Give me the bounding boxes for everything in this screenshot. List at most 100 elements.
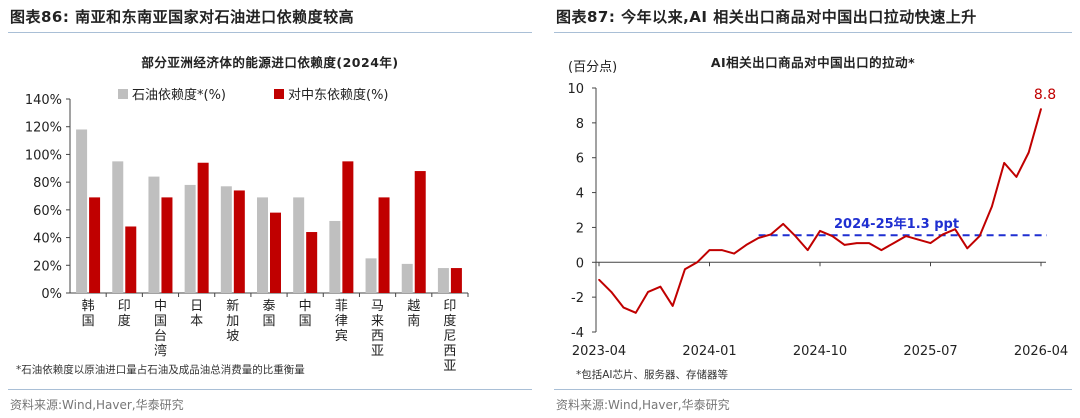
y-tick-label: -2 xyxy=(571,291,584,306)
y-tick-label: 100% xyxy=(25,148,62,163)
oil-dependence-bar xyxy=(76,129,88,293)
data-point xyxy=(941,233,944,236)
x-category-label-char: 湾 xyxy=(154,343,167,359)
data-point xyxy=(966,247,969,250)
y-tick-label: 10 xyxy=(567,82,584,97)
line-chart: (百分点) -4 -2 0 2 4 6 8 10 2023-04 2024-01 2024-10 202… xyxy=(567,60,1068,359)
data-point xyxy=(991,205,993,208)
middle-east-dependence-bar xyxy=(233,190,245,293)
source-note: 资料来源:Wind,Haver,华泰研究 xyxy=(10,398,184,412)
x-category-label-char: 亚 xyxy=(371,344,384,359)
x-category-label-char: 加 xyxy=(226,314,239,329)
x-category-label-char: 国 xyxy=(154,314,167,329)
x-category-label-char: 本 xyxy=(190,314,203,329)
x-category-label-char: 中 xyxy=(299,299,312,314)
data-point xyxy=(635,312,637,314)
data-point xyxy=(806,249,809,251)
middle-east-dependence-bar xyxy=(414,171,426,293)
oil-dependence-bar xyxy=(220,186,232,293)
data-point xyxy=(843,244,846,246)
data-point xyxy=(917,238,920,241)
x-category-label-char: 马 xyxy=(371,299,384,314)
data-point xyxy=(1015,176,1018,178)
ai-export-contribution-line xyxy=(598,108,1042,314)
data-point xyxy=(856,242,858,244)
middle-east-dependence-bar xyxy=(306,232,318,293)
legend-swatch xyxy=(118,89,128,99)
right-figure-panel: 图表87: 今年以来,AI 相关出口商品对中国出口拉动快速上升 AI相关出口商品… xyxy=(546,0,1080,418)
x-category-label-char: 印 xyxy=(443,299,456,314)
x-category-label-char: 越 xyxy=(407,299,420,314)
y-tick-label: 6 xyxy=(576,152,584,167)
x-category-label-char: 律 xyxy=(335,314,348,329)
middle-east-dependence-bar xyxy=(161,197,173,293)
header-divider xyxy=(554,32,1072,33)
data-point xyxy=(954,228,956,230)
y-tick-label: 60% xyxy=(33,204,62,219)
y-tick-label: 2 xyxy=(576,221,584,236)
data-point xyxy=(868,242,870,244)
x-category-label-char: 韩 xyxy=(82,299,95,314)
x-category-label-char: 坡 xyxy=(226,329,239,344)
x-tick-label: 2026-04 xyxy=(1014,344,1068,359)
data-point xyxy=(757,237,760,239)
x-tick-label: 2025-07 xyxy=(903,344,957,359)
oil-dependence-bar xyxy=(148,176,160,293)
y-tick-label: 4 xyxy=(576,187,584,202)
data-point xyxy=(831,235,834,237)
data-point xyxy=(1003,162,1005,164)
middle-east-dependence-bar xyxy=(125,226,137,293)
y-tick-label: 0 xyxy=(576,256,584,271)
x-category-label-char: 度 xyxy=(443,313,456,329)
data-point xyxy=(892,242,895,244)
data-point xyxy=(647,291,649,293)
data-point xyxy=(819,230,821,232)
end-value-label: 8.8 xyxy=(1034,87,1056,103)
x-category-label-char: 国 xyxy=(299,314,312,329)
data-point xyxy=(929,242,932,244)
source-note: 资料来源:Wind,Haver,华泰研究 xyxy=(556,398,730,412)
x-tick-label: 2024-10 xyxy=(793,344,847,359)
data-point xyxy=(622,306,625,309)
oil-dependence-bar xyxy=(401,263,413,293)
x-category-label-char: 中 xyxy=(154,299,167,314)
y-axis-unit-label: (百分点) xyxy=(568,60,617,75)
x-category-label-char: 西 xyxy=(443,344,456,359)
data-point xyxy=(770,233,772,236)
x-category-label-char: 亚 xyxy=(443,359,456,374)
line-chart-title: AI相关出口商品对中国出口的拉动* xyxy=(710,55,916,70)
data-point xyxy=(720,249,723,251)
x-category-label-char: 泰 xyxy=(262,299,275,314)
y-tick-label: 40% xyxy=(33,232,62,247)
data-point xyxy=(659,285,662,288)
x-category-label-char: 菲 xyxy=(335,299,348,314)
oil-dependence-bar xyxy=(112,161,124,293)
data-point xyxy=(671,305,674,307)
x-category-label-char: 度 xyxy=(118,313,131,329)
data-point xyxy=(696,261,699,264)
x-category-label-char: 台 xyxy=(154,329,167,344)
data-point xyxy=(782,223,784,225)
source-divider xyxy=(554,389,1072,390)
header-divider xyxy=(8,32,532,33)
data-point xyxy=(598,278,600,281)
middle-east-dependence-bar xyxy=(378,197,390,293)
middle-east-dependence-bar xyxy=(342,161,354,293)
y-tick-label: -4 xyxy=(571,326,584,341)
x-tick-label: 2024-01 xyxy=(682,344,736,359)
data-point xyxy=(745,244,748,246)
data-point xyxy=(880,249,883,251)
y-tick-label: 80% xyxy=(33,176,62,191)
data-point xyxy=(610,291,613,293)
data-point xyxy=(1040,108,1042,110)
middle-east-dependence-bar xyxy=(197,162,209,293)
x-tick-label: 2023-04 xyxy=(572,344,626,359)
oil-dependence-bar xyxy=(329,220,341,293)
bar-chart-title: 部分亚洲经济体的能源进口依赖度(2024年) xyxy=(141,55,399,70)
x-category-label-char: 日 xyxy=(190,299,203,314)
middle-east-dependence-bar xyxy=(450,268,462,293)
y-tick-label: 0% xyxy=(41,287,62,302)
data-point xyxy=(978,235,981,237)
data-point xyxy=(905,235,907,237)
